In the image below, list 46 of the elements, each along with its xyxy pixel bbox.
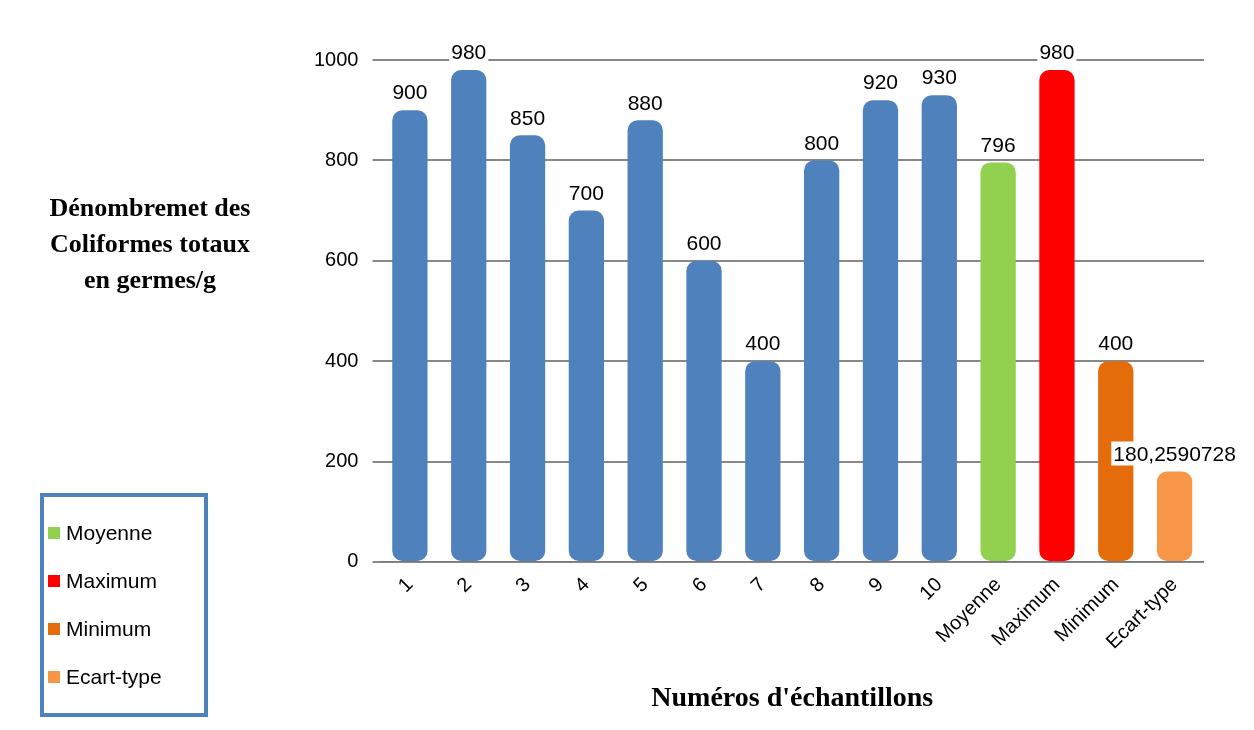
bar (509, 135, 546, 561)
y-tick-label: 0 (347, 549, 359, 572)
data-label: 980 (1039, 40, 1075, 64)
bar (686, 260, 722, 561)
y-tick-label: 400 (325, 348, 359, 371)
bar (451, 70, 487, 561)
y-tick-label: 1000 (313, 47, 359, 70)
bar (804, 160, 840, 561)
x-tick-label: 1 (393, 572, 417, 597)
y-axis-title: Dénombremet des Coliformes totaux en germes/g (48, 192, 252, 296)
data-label: 796 (980, 132, 1016, 156)
data-label: 920 (862, 70, 898, 94)
x-tick-label: 8 (804, 572, 829, 597)
x-tick-label: 3 (510, 572, 535, 597)
data-label: 930 (921, 65, 957, 89)
data-label: 900 (392, 80, 428, 104)
bar (1039, 70, 1075, 561)
bar (568, 210, 605, 561)
bar (392, 110, 428, 561)
x-tick-label: 4 (569, 572, 594, 597)
data-label: 180,2590728 (1113, 441, 1236, 465)
data-label: 400 (1098, 331, 1134, 355)
data-label: 800 (804, 130, 840, 154)
data-label: 700 (568, 180, 604, 204)
data-label: 980 (451, 40, 487, 64)
bar (627, 120, 663, 561)
legend-label: Moyenne (65, 520, 154, 546)
data-label: 600 (686, 231, 722, 255)
data-label: 850 (510, 105, 546, 129)
bar (921, 95, 957, 561)
x-tick-label: 7 (746, 572, 770, 597)
bar (980, 162, 1016, 561)
x-tick-label: 2 (452, 572, 476, 597)
data-label: 400 (745, 331, 781, 355)
x-tick-label: 9 (863, 572, 888, 597)
x-axis-title: Numéros d'échantillons (651, 681, 934, 713)
x-tick-label: 6 (687, 572, 711, 597)
y-tick-label: 200 (325, 449, 359, 472)
x-tick-label: 5 (628, 572, 652, 597)
y-tick-label: 600 (325, 248, 359, 271)
bar (1156, 471, 1193, 561)
bar (745, 361, 781, 561)
legend-label: Ecart-type (65, 664, 163, 690)
y-tick-label: 800 (325, 147, 359, 170)
bar (862, 100, 899, 561)
data-label: 880 (627, 90, 663, 114)
